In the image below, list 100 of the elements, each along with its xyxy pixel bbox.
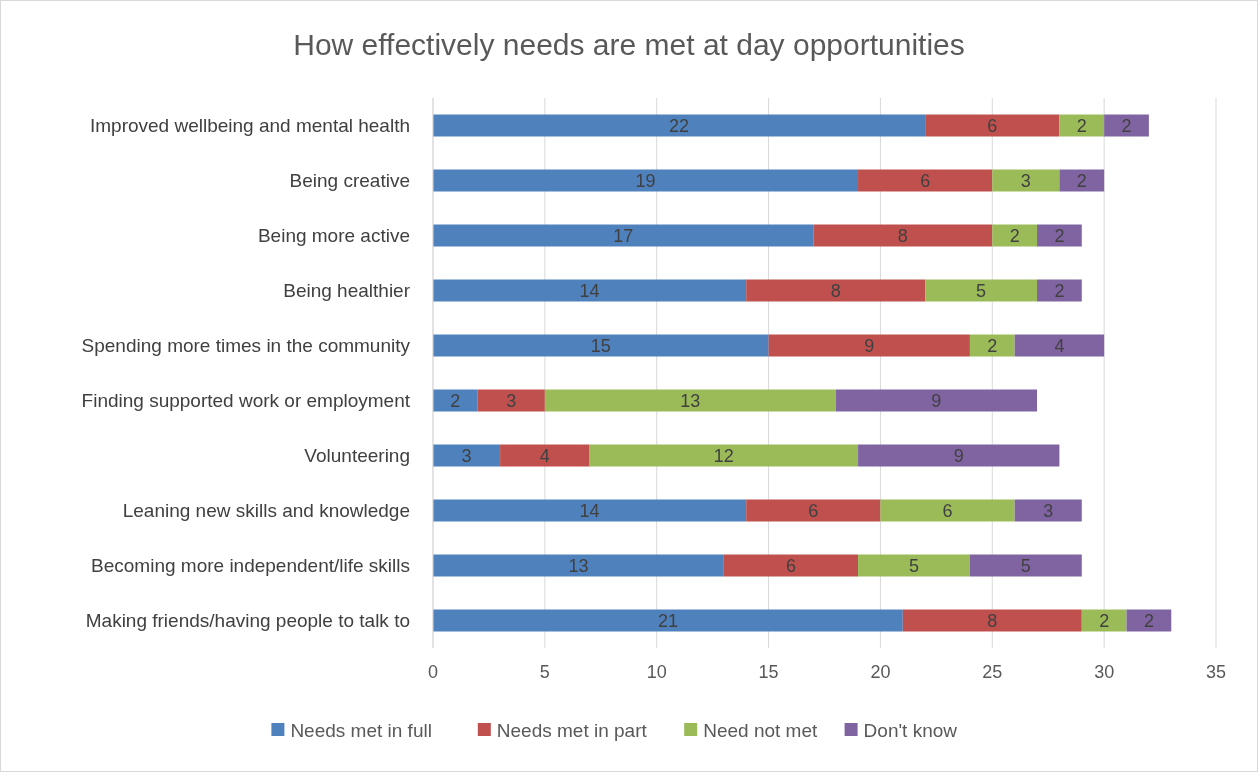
data-label: 3 — [461, 445, 472, 466]
data-label: 2 — [1054, 225, 1065, 246]
data-label: 12 — [713, 445, 734, 466]
bar — [746, 499, 881, 522]
bar — [992, 169, 1060, 192]
data-label: 5 — [976, 280, 987, 301]
y-tick-label: Being creative — [289, 170, 410, 192]
data-label: 2 — [1099, 610, 1110, 631]
data-label: 6 — [920, 170, 931, 191]
data-label: 14 — [579, 500, 600, 521]
data-label: 6 — [808, 500, 819, 521]
data-label: 2 — [1076, 170, 1087, 191]
x-tick-label: 0 — [427, 662, 439, 682]
bar — [1081, 609, 1127, 632]
x-tick-label: 15 — [758, 662, 779, 682]
y-tick-label: Improved wellbeing and mental health — [89, 115, 410, 137]
data-label: 21 — [657, 610, 678, 631]
bar — [1104, 114, 1149, 137]
bar — [723, 554, 859, 577]
bar — [1059, 169, 1105, 192]
bar — [992, 224, 1038, 247]
data-label: 9 — [931, 390, 942, 411]
bar — [589, 444, 859, 467]
bar — [477, 389, 545, 412]
data-label: 9 — [864, 335, 875, 356]
y-tick-label: Making friends/having people to talk to — [85, 610, 410, 632]
data-label: 4 — [539, 445, 550, 466]
data-label: 6 — [942, 500, 953, 521]
bar — [969, 334, 1015, 357]
data-label: 2 — [1076, 115, 1087, 136]
y-tick-label: Finding supported work or employment — [81, 390, 411, 412]
bar — [902, 609, 1082, 632]
data-label: 8 — [830, 280, 841, 301]
bar — [544, 389, 836, 412]
bar — [858, 554, 970, 577]
data-label: 14 — [579, 280, 600, 301]
x-tick-label: 10 — [646, 662, 667, 682]
bar — [433, 334, 769, 357]
y-tick-label: Leaning new skills and knowledge — [122, 500, 410, 522]
bar — [433, 114, 926, 137]
bar — [813, 224, 993, 247]
bar — [433, 389, 478, 412]
bar — [858, 169, 993, 192]
data-label: 2 — [1121, 115, 1132, 136]
bar — [433, 444, 501, 467]
bar — [1014, 499, 1082, 522]
data-label: 2 — [450, 390, 461, 411]
data-label: 3 — [1043, 500, 1054, 521]
y-tick-label: Volunteering — [304, 445, 410, 467]
bar — [1126, 609, 1172, 632]
y-tick-label: Spending more times in the community — [81, 335, 411, 357]
bar — [858, 444, 1060, 467]
x-tick-label: 25 — [982, 662, 1003, 682]
bar — [925, 114, 1060, 137]
legend-label: Don't know — [863, 719, 958, 741]
chart-title: How effectively needs are met at day opportunities — [293, 28, 965, 61]
data-label: 2 — [987, 335, 998, 356]
data-label: 2 — [1009, 225, 1020, 246]
legend-label: Need not met — [703, 719, 818, 741]
bar — [433, 499, 747, 522]
bar — [433, 609, 903, 632]
data-label: 6 — [785, 555, 796, 576]
data-label: 6 — [987, 115, 998, 136]
bar — [925, 279, 1038, 302]
data-label: 15 — [590, 335, 611, 356]
bar — [433, 224, 814, 247]
bar — [880, 499, 1015, 522]
data-label: 5 — [1020, 555, 1031, 576]
y-tick-label: Becoming more independent/life skills — [91, 555, 410, 577]
x-tick-label: 35 — [1205, 662, 1227, 682]
bar — [969, 554, 1082, 577]
bar — [500, 444, 590, 467]
data-label: 19 — [635, 170, 656, 191]
y-tick-label: Being more active — [257, 225, 410, 247]
bar — [433, 279, 747, 302]
data-label: 8 — [897, 225, 908, 246]
bar — [1014, 334, 1105, 357]
data-label: 4 — [1054, 335, 1065, 356]
x-tick-label: 5 — [539, 662, 550, 682]
bar — [1059, 114, 1105, 137]
bar — [768, 334, 970, 357]
data-label: 22 — [669, 115, 690, 136]
data-label: 17 — [613, 225, 634, 246]
legend-label: Needs met in full — [290, 719, 432, 741]
data-label: 13 — [680, 390, 701, 411]
data-label: 2 — [1143, 610, 1154, 631]
data-label: 9 — [953, 445, 964, 466]
bar — [746, 279, 926, 302]
y-tick-label: Being healthier — [283, 280, 411, 302]
data-label: 13 — [568, 555, 589, 576]
data-label: 8 — [987, 610, 998, 631]
x-tick-label: 20 — [870, 662, 891, 682]
legend-label: Needs met in part — [496, 719, 648, 741]
data-label: 2 — [1054, 280, 1065, 301]
bar — [433, 554, 724, 577]
data-label: 3 — [506, 390, 517, 411]
bar — [1037, 279, 1082, 302]
x-tick-label: 30 — [1094, 662, 1115, 682]
bar — [835, 389, 1038, 412]
data-label: 3 — [1020, 170, 1031, 191]
